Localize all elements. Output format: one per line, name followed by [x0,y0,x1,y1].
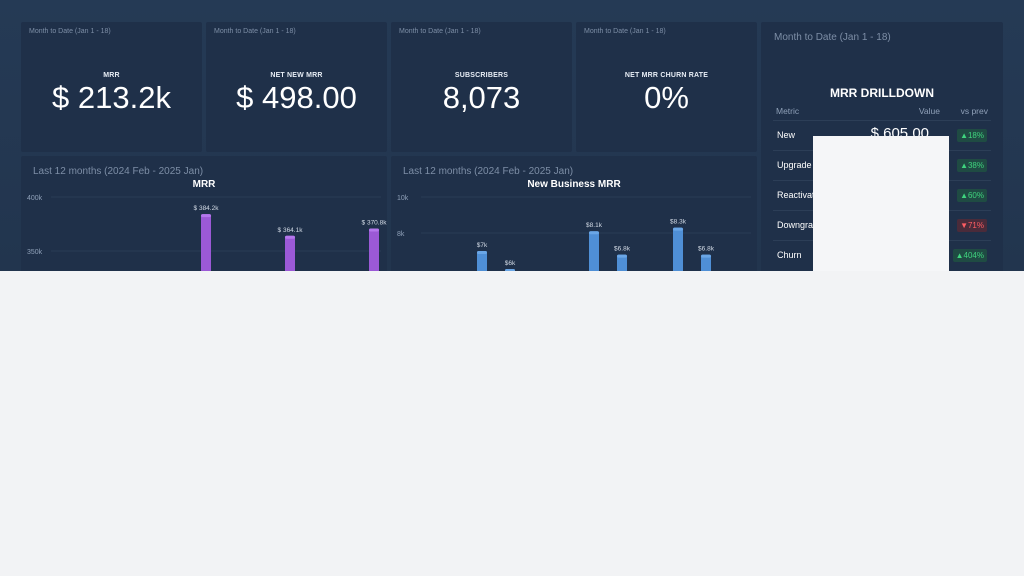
drilldown-period: Month to Date (Jan 1 - 18) [774,32,891,43]
bar [285,235,295,271]
data-label: $ 364.1k [278,227,304,234]
kpi-period: Month to Date (Jan 1 - 18) [399,28,481,35]
dashboard: Month to Date (Jan 1 - 18) MRR $ 213.2k … [0,0,1024,271]
data-label: $6.8k [698,246,715,253]
y-tick-label: 350k [27,249,43,256]
kpi-period: Month to Date (Jan 1 - 18) [29,28,111,35]
col-metric: Metric [776,106,800,116]
bar [201,214,211,271]
data-label: $8.1k [586,222,603,229]
row-metric: Churn [777,250,802,260]
kpi-card-subscribers[interactable]: Month to Date (Jan 1 - 18) SUBSCRIBERS 8… [391,22,572,152]
chart-title: New Business MRR [527,179,621,190]
mrr-bar-chart: 400k350k300k$ 253k$ 311.5k$ 275.8k$ 384.… [27,195,387,271]
bar [673,227,683,271]
bar [369,228,379,271]
kpi-period: Month to Date (Jan 1 - 18) [584,28,666,35]
row-metric: Downgrad [777,220,819,230]
data-label: $ 370.8k [362,220,387,227]
change-badge: ▲38% [957,159,987,172]
drilldown-header: Metric Value vs prev [776,104,988,118]
new-business-mrr-bar-chart: 10k8k5k$4.3k$7k$6k$8.1k$6.8k$3.6k$8.3k$6… [397,195,751,271]
kpi-label: SUBSCRIBERS [454,72,509,79]
y-tick-label: 8k [397,231,405,238]
chart-period: Last 12 months (2024 Feb - 2025 Jan) [403,166,574,177]
bar-cap [369,228,379,232]
change-badge: ▲18% [957,129,987,142]
bar-cap [701,254,711,258]
col-value: Value [918,106,940,116]
kpi-card-net-new-mrr[interactable]: Month to Date (Jan 1 - 18) NET NEW MRR $… [206,22,387,152]
bar [701,254,711,271]
bar-cap [201,214,211,218]
bar-cap [505,269,515,271]
row-metric: Upgrade [777,160,812,170]
bar-cap [477,251,487,254]
bar-cap [589,231,599,235]
row-metric: New [777,130,796,140]
overlay-panel [813,136,949,271]
kpi-label: NET MRR CHURN RATE [624,72,709,79]
data-label: $ 384.2k [194,205,220,212]
kpi-value: $ 498.00 [236,80,357,115]
bar-cap [673,227,683,231]
kpi-period: Month to Date (Jan 1 - 18) [214,28,296,35]
data-label: $7k [477,242,488,249]
y-tick-label: 10k [397,195,409,202]
chart-period: Last 12 months (2024 Feb - 2025 Jan) [33,166,204,177]
bar-cap [285,235,295,239]
drilldown-title: MRR DRILLDOWN [830,86,934,100]
kpi-value: 8,073 [442,80,521,115]
kpi-card-mrr[interactable]: Month to Date (Jan 1 - 18) MRR $ 213.2k [21,22,202,152]
col-vs-prev: vs prev [960,106,988,116]
y-tick-label: 400k [27,195,43,202]
change-badge: ▲404% [952,249,987,262]
bar [589,231,599,271]
change-badge: ▼71% [957,219,987,232]
bar [477,251,487,271]
kpi-value: 0% [644,80,689,115]
chart-card-mrr[interactable]: Last 12 months (2024 Feb - 2025 Jan) MRR… [21,156,387,271]
chart-card-new-business-mrr[interactable]: Last 12 months (2024 Feb - 2025 Jan) New… [391,156,757,271]
bar-cap [617,254,627,258]
data-label: $6k [505,260,516,267]
row-metric: Reactivate [777,190,820,200]
change-badge: ▲60% [957,189,987,202]
data-label: $8.3k [670,219,687,226]
bar [617,254,627,271]
kpi-label: NET NEW MRR [270,72,323,79]
kpi-card-churn-rate[interactable]: Month to Date (Jan 1 - 18) NET MRR CHURN… [576,22,757,152]
chart-title: MRR [192,179,216,190]
data-label: $6.8k [614,246,631,253]
kpi-value: $ 213.2k [52,80,171,115]
kpi-label: MRR [103,72,120,79]
